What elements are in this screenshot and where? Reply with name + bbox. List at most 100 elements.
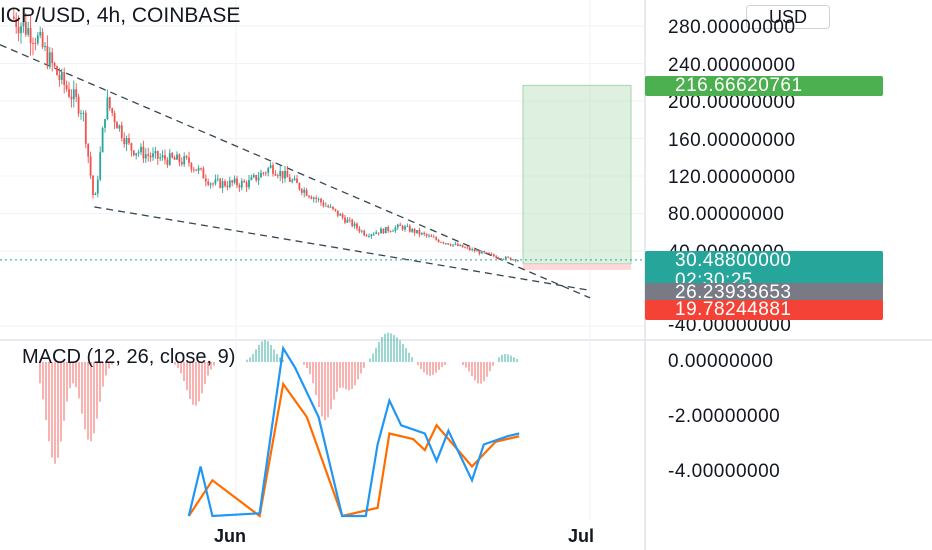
candle-body (180, 162, 183, 165)
target-zone[interactable] (522, 84, 632, 265)
candle-body (142, 146, 145, 159)
candle-body (176, 154, 178, 160)
candle-body (149, 155, 152, 158)
candle-body (29, 28, 32, 44)
candle-body (245, 182, 248, 188)
candle-body (82, 112, 85, 114)
candle-body (147, 154, 150, 156)
candle-body (51, 52, 54, 64)
candle-body (495, 256, 498, 258)
candle-body (41, 32, 44, 48)
candle-body (104, 119, 106, 128)
candle-body (32, 43, 34, 44)
candle-body (430, 235, 433, 237)
currency-button[interactable]: USD (746, 5, 830, 29)
candle-body (480, 251, 483, 254)
candle-body (504, 256, 507, 259)
candle-body (53, 63, 56, 67)
candle-body (128, 138, 130, 144)
candle-body (216, 178, 219, 180)
candle-body (99, 152, 102, 180)
candle-body (425, 234, 428, 236)
candle-body (473, 249, 476, 252)
candle-body (497, 257, 500, 259)
candle-body (70, 96, 73, 100)
candle-body (75, 89, 78, 97)
candle-body (468, 247, 471, 250)
candle-body (39, 32, 42, 36)
candle-body (339, 214, 342, 216)
candle-body (204, 178, 207, 182)
candle-body (195, 169, 198, 171)
price-axis-label: -40.00000000 (668, 315, 792, 336)
candle-body (327, 205, 330, 208)
candle-body (471, 249, 474, 250)
candle-body (370, 234, 373, 237)
candle-body (461, 244, 464, 248)
candle-body (132, 150, 135, 156)
candle-body (507, 256, 510, 258)
candle-body (260, 172, 262, 178)
candle-body (183, 156, 186, 165)
candle-body (384, 226, 387, 234)
candle-body (60, 72, 63, 80)
candle-body (209, 183, 212, 185)
candle-body (224, 181, 226, 186)
candle-body (22, 21, 25, 27)
entry-price-tag: 26.23933653 (645, 283, 883, 303)
candle-body (334, 208, 337, 211)
candle-body (332, 206, 334, 209)
candle-body (77, 96, 80, 114)
candle-body (449, 244, 452, 246)
candle-body (72, 89, 75, 100)
candle-body (101, 127, 104, 153)
candle-body (324, 205, 327, 207)
candle-body (291, 180, 294, 182)
candle-body (46, 46, 49, 67)
candle-body (360, 230, 363, 232)
candle-body (516, 260, 519, 261)
candle-body (178, 154, 181, 163)
candle-body (358, 228, 361, 232)
candle-body (346, 219, 349, 223)
candle-body (188, 157, 190, 164)
candle-body (111, 108, 114, 114)
candle-body (464, 247, 466, 249)
candle-body (286, 170, 289, 178)
candle-body (432, 236, 435, 238)
candle-body (320, 198, 322, 203)
price-axis-label: 80.00000000 (668, 204, 785, 225)
chart-title: ICP/USD, 4h, COINBASE (0, 4, 241, 27)
candle-body (221, 181, 224, 188)
candle-body (152, 153, 154, 158)
candle-body (17, 26, 20, 34)
candle-body (96, 179, 99, 194)
candle-body (315, 197, 318, 200)
stop-price-tag: 19.78244881 (645, 300, 883, 320)
candle-body (444, 243, 447, 244)
candle-body (404, 226, 406, 230)
candle-body (389, 230, 392, 232)
candle-body (65, 84, 68, 90)
candle-body (377, 232, 380, 234)
candle-body (488, 252, 490, 254)
price-axis-label: 160.00000000 (668, 130, 796, 151)
candle-body (154, 151, 157, 154)
target-price-tag: 216.66620761 (645, 76, 883, 96)
candle-body (94, 193, 97, 195)
candle-body (485, 252, 488, 254)
candle-body (58, 75, 61, 80)
time-axis-label: Jul (568, 526, 595, 546)
candle-body (118, 125, 121, 129)
candle-body (238, 185, 241, 188)
candle-body (269, 165, 272, 169)
candle-body (267, 168, 270, 173)
candle-body (365, 235, 368, 237)
signal-line (187, 381, 520, 518)
candle-body (380, 228, 382, 234)
candle-body (248, 179, 250, 188)
stop-zone[interactable] (523, 263, 631, 270)
macd-axis-label: -4.00000000 (668, 461, 781, 482)
candle-body (476, 250, 478, 252)
